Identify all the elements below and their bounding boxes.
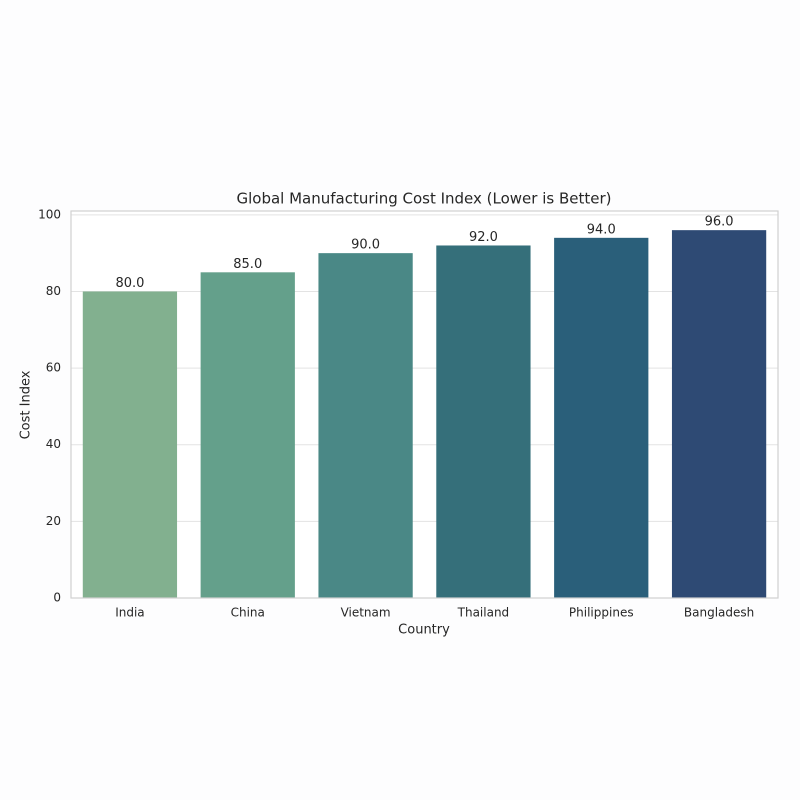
y-tick-label: 20	[46, 514, 61, 528]
x-tick-label: Philippines	[569, 606, 634, 620]
y-tick-label: 80	[46, 284, 61, 298]
chart-title: Global Manufacturing Cost Index (Lower i…	[236, 190, 611, 208]
bar	[318, 253, 413, 599]
value-label: 96.0	[705, 215, 734, 230]
y-axis-label: Cost Index	[19, 370, 34, 439]
x-tick-label: Bangladesh	[684, 606, 754, 620]
x-tick-label: India	[115, 606, 144, 620]
value-label: 90.0	[351, 238, 380, 253]
value-label: 80.0	[115, 276, 144, 291]
marks: 80.0 85.0 90.0 92.0 94.0 96.0	[82, 215, 767, 599]
plot-frame	[70, 210, 779, 599]
bar	[200, 272, 295, 598]
x-tick-label: China	[231, 606, 265, 620]
y-tick-label: 60	[46, 361, 61, 375]
bar	[554, 237, 649, 598]
value-label: 94.0	[587, 222, 616, 237]
bar	[82, 291, 178, 598]
y-tick-label: 40	[46, 437, 61, 451]
x-tick-label: Vietnam	[341, 606, 391, 620]
x-tick-label: Thailand	[457, 606, 510, 620]
value-label: 85.0	[233, 257, 262, 272]
value-label: 92.0	[469, 230, 498, 245]
y-tick-label: 100	[38, 207, 61, 221]
bar	[671, 230, 767, 598]
y-tick-label: 0	[53, 591, 61, 605]
bar	[436, 245, 531, 598]
plot-area	[71, 211, 778, 598]
x-axis-label: Country	[398, 623, 450, 638]
